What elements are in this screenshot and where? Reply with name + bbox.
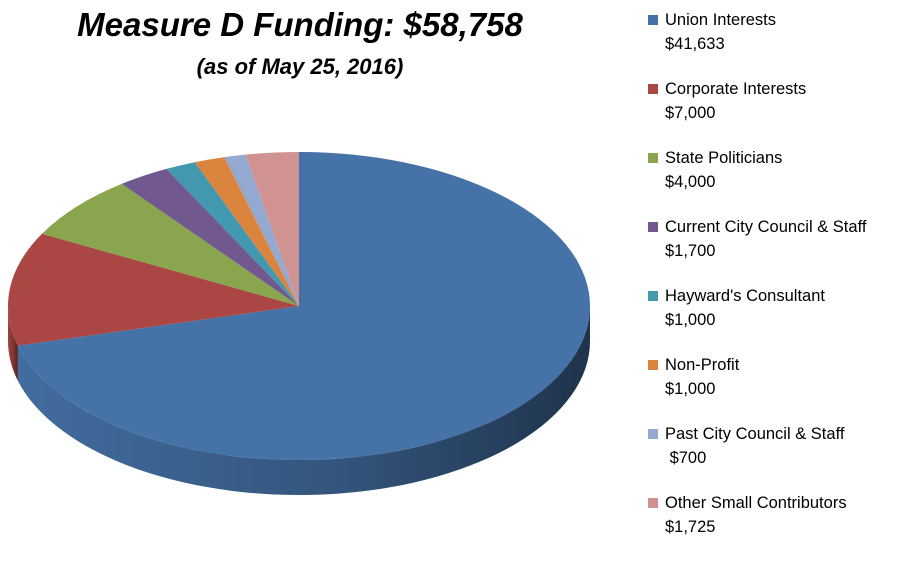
legend-item: Non-Profit $1,000 — [648, 354, 897, 423]
legend-swatch — [648, 15, 658, 25]
legend-value: $700 — [665, 449, 707, 467]
legend: Union Interests $41,633 Corporate Interest… — [648, 9, 897, 561]
pie-slice — [17, 152, 591, 460]
legend-label: Non-Profit — [665, 356, 740, 374]
legend-label: Past City Council & Staff — [665, 425, 845, 443]
legend-swatch — [648, 498, 658, 508]
legend-label: Corporate Interests — [665, 80, 807, 98]
legend-label: Other Small Contributors — [665, 494, 847, 512]
legend-item: Past City Council & Staff $700 — [648, 423, 897, 492]
pie-slice — [41, 183, 300, 306]
legend-label: State Politicians — [665, 149, 783, 167]
legend-item: State Politicians $4,000 — [648, 147, 897, 216]
legend-swatch — [648, 429, 658, 439]
chart-subtitle: (as of May 25, 2016) — [196, 54, 404, 79]
chart-title: Measure D Funding: $58,758 — [77, 6, 523, 43]
legend-swatch — [648, 153, 658, 163]
pie-slice — [224, 154, 299, 306]
legend-item: Current City Council & Staff $1,700 — [648, 216, 897, 285]
legend-value: $1,725 — [665, 518, 716, 536]
pie-slice — [245, 152, 299, 306]
legend-swatch — [648, 360, 658, 370]
legend-value: $41,633 — [665, 35, 725, 53]
legend-value: $7,000 — [665, 104, 716, 122]
legend-swatch — [648, 84, 658, 94]
pie-slice-side-shade — [8, 306, 18, 381]
legend-value: $1,000 — [665, 311, 716, 329]
legend-item: Union Interests $41,633 — [648, 9, 897, 78]
pie-slice-side-shade — [17, 306, 590, 495]
legend-swatch — [648, 291, 658, 301]
legend-label: Hayward's Consultant — [665, 287, 825, 305]
pie-slice — [8, 233, 300, 346]
pie-slice — [166, 162, 299, 306]
legend-swatch — [648, 222, 658, 232]
pie-slice — [194, 157, 299, 306]
legend-value: $4,000 — [665, 173, 716, 191]
legend-item: Other Small Contributors $1,725 — [648, 492, 897, 561]
pie-chart — [8, 152, 591, 495]
legend-item: Corporate Interests $7,000 — [648, 78, 897, 147]
legend-label: Current City Council & Staff — [665, 218, 867, 236]
legend-label: Union Interests — [665, 11, 776, 29]
legend-value: $1,000 — [665, 380, 716, 398]
legend-value: $1,700 — [665, 242, 716, 260]
legend-item: Hayward's Consultant $1,000 — [648, 285, 897, 354]
pie-slice — [121, 168, 300, 306]
